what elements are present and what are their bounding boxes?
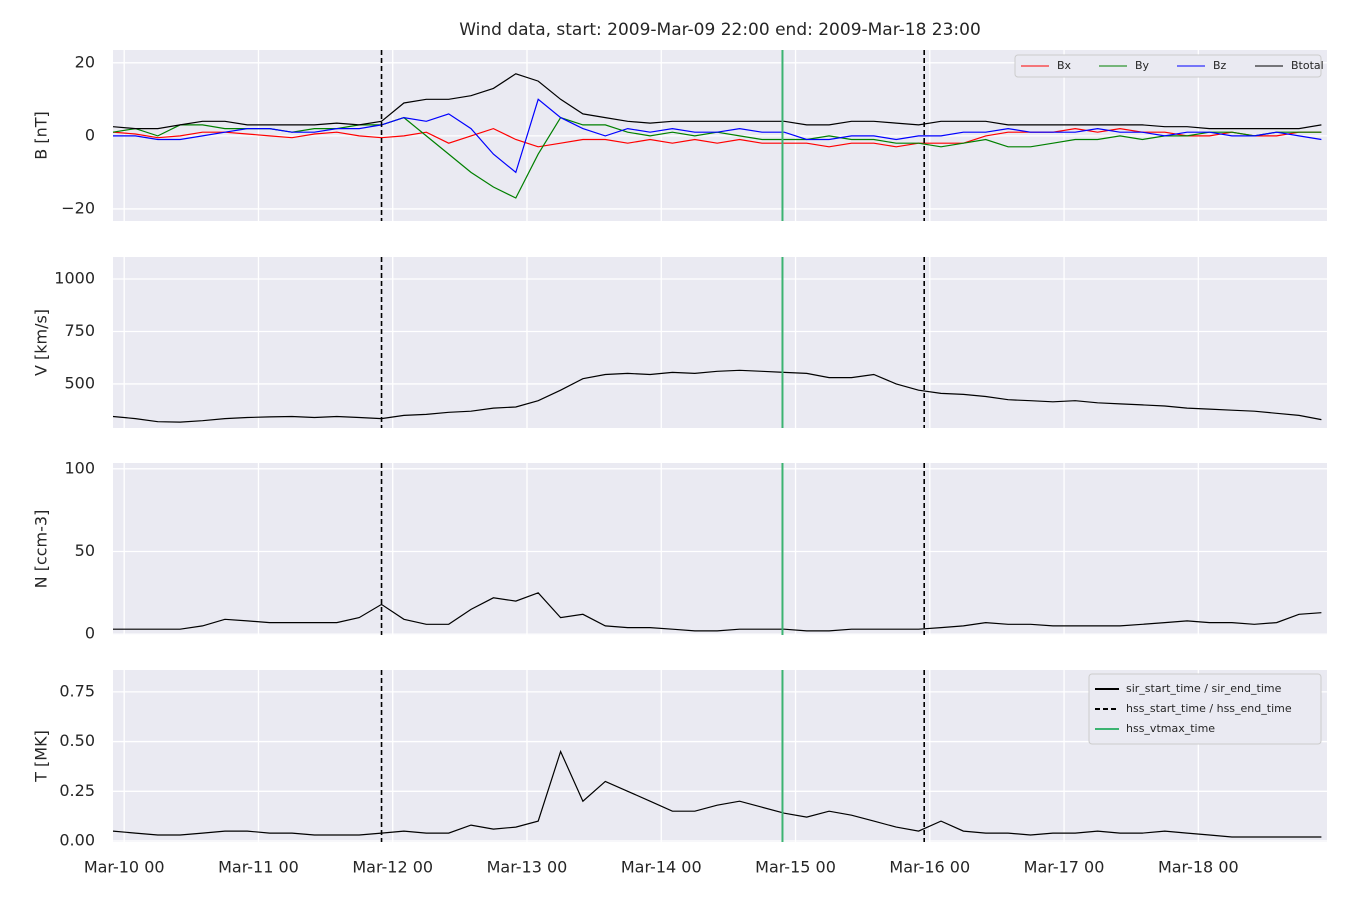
legend-label: Bz (1213, 59, 1227, 72)
y-tick-label: 0.50 (59, 731, 95, 750)
x-tick-label: Mar-16 00 (889, 858, 970, 877)
legend-box (1014, 54, 1322, 78)
y-axis-label: B [nT] (32, 111, 51, 159)
data-line (112, 73, 1322, 130)
legend-label: By (1135, 59, 1150, 72)
legend: Bx By Bz Btotal (1014, 54, 1324, 78)
legend: sir_start_time / sir_end_time hss_start_t… (1088, 673, 1322, 745)
data-line (113, 592, 1322, 632)
plot-area (113, 257, 1327, 428)
legend-label: Bx (1057, 59, 1072, 72)
x-tick-label: Mar-17 00 (1024, 858, 1105, 877)
data-line (113, 98, 1322, 174)
data-line (112, 369, 1322, 423)
plot-area (113, 463, 1327, 635)
y-tick-label: 0.75 (59, 681, 95, 700)
chart-title: Wind data, start: 2009-Mar-09 22:00 end:… (459, 20, 981, 40)
x-tick-label: Mar-10 00 (84, 858, 165, 877)
y-axis-label: V [km/s] (32, 309, 51, 376)
x-tick-label: Mar-12 00 (352, 858, 433, 877)
x-tick-label: Mar-18 00 (1158, 858, 1239, 877)
legend-box (1088, 673, 1322, 745)
data-line (112, 127, 1322, 148)
y-tick-label: 0 (85, 624, 95, 643)
legend-label: sir_start_time / sir_end_time (1126, 682, 1282, 695)
y-tick-label: 750 (64, 321, 95, 340)
legend-label: Btotal (1291, 59, 1324, 72)
legend-label: hss_vtmax_time (1126, 722, 1215, 735)
x-tick-label: Mar-11 00 (218, 858, 299, 877)
y-tick-label: 20 (75, 52, 95, 71)
y-axis-label: N [ccm-3] (32, 510, 51, 589)
x-tick-label: Mar-13 00 (487, 858, 568, 877)
y-tick-label: 100 (64, 458, 95, 477)
legend-label: hss_start_time / hss_end_time (1126, 702, 1292, 715)
y-tick-label: 0.00 (59, 831, 95, 850)
y-tick-label: 1000 (54, 269, 95, 288)
x-tick-label: Mar-14 00 (621, 858, 702, 877)
x-tick-label: Mar-15 00 (755, 858, 836, 877)
y-tick-label: 0 (85, 125, 95, 144)
y-tick-label: 0.25 (59, 781, 95, 800)
y-axis-label: T [MK] (32, 730, 51, 783)
y-tick-label: −20 (61, 198, 95, 217)
y-tick-label: 500 (64, 373, 95, 392)
y-tick-label: 50 (75, 541, 95, 560)
data-line (112, 749, 1322, 838)
